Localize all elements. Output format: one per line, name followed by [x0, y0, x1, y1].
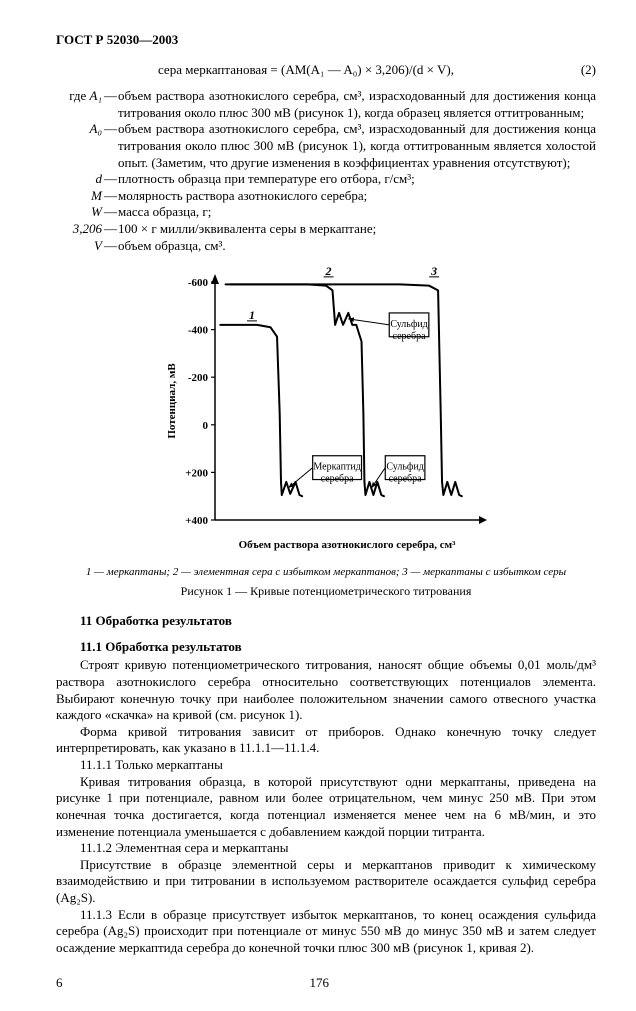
definition-row: W—масса образца, г; [56, 204, 596, 221]
page: ГОСТ Р 52030—2003 сера меркаптановая = (… [0, 0, 636, 1011]
page-number-center: 176 [310, 975, 330, 991]
svg-text:2: 2 [325, 264, 332, 278]
definition-dash: — [104, 221, 118, 238]
page-footer: 6 176 [56, 975, 596, 991]
figure-title: Рисунок 1 — Кривые потенциометрического … [56, 584, 596, 599]
paragraph: 11.1.3 Если в образце присутствует избыт… [56, 907, 596, 957]
page-number-left: 6 [56, 975, 63, 991]
definition-symbol: d [56, 171, 104, 188]
titration-chart: -600 -400 -200 0 +200 +400 Потенциал, мВ Объем … [161, 264, 491, 554]
svg-text:серебра: серебра [389, 474, 423, 485]
definition-text: плотность образца при температуре его от… [118, 171, 596, 188]
definition-row: V—объем образца, см³. [56, 238, 596, 255]
body-text: Строят кривую потенциометрического титро… [56, 657, 596, 956]
svg-text:Объем раствора азотнокислого с: Объем раствора азотнокислого серебра, см… [239, 539, 457, 551]
equation-number: (2) [556, 62, 596, 78]
svg-text:+200: +200 [185, 468, 208, 480]
svg-text:-400: -400 [188, 325, 209, 337]
subsection-heading: 11.1 Обработка результатов [80, 639, 596, 655]
definition-text: объем образца, см³. [118, 238, 596, 255]
svg-text:серебра: серебра [321, 474, 355, 485]
definition-symbol: 3,206 [56, 221, 104, 238]
equation-row: сера меркаптановая = (AM(A₁ — A₀) × 3,20… [56, 62, 596, 78]
section-heading: 11 Обработка результатов [80, 613, 596, 629]
svg-text:0: 0 [203, 420, 209, 432]
definition-text: объем раствора азотнокислого серебра, см… [118, 121, 596, 171]
paragraph: 11.1.2 Элементная сера и меркаптаны [56, 840, 596, 857]
figure-legend: 1 — меркаптаны; 2 — элементная сера с из… [56, 566, 596, 578]
definition-row: 3,206—100 × г милли/эквивалента серы в м… [56, 221, 596, 238]
definition-text: масса образца, г; [118, 204, 596, 221]
definition-text: 100 × г милли/эквивалента серы в меркапт… [118, 221, 596, 238]
svg-text:серебра: серебра [393, 331, 427, 342]
svg-text:3: 3 [430, 264, 437, 278]
paragraph: Кривая титрования образца, в которой при… [56, 774, 596, 841]
definition-row: d—плотность образца при температуре его … [56, 171, 596, 188]
definition-dash: — [104, 121, 118, 171]
definition-row: A₀—объем раствора азотнокислого серебра,… [56, 121, 596, 171]
paragraph: Строят кривую потенциометрического титро… [56, 657, 596, 724]
paragraph: Присутствие в образце элементной серы и … [56, 857, 596, 907]
definition-symbol: V [56, 238, 104, 255]
definition-dash: — [104, 204, 118, 221]
definition-symbol: A₀ [56, 121, 104, 171]
definition-text: объем раствора азотнокислого серебра, см… [118, 88, 596, 121]
definition-dash: — [104, 238, 118, 255]
definition-text: молярность раствора азотнокислого серебр… [118, 188, 596, 205]
svg-text:-200: -200 [188, 372, 209, 384]
definition-symbol: M [56, 188, 104, 205]
svg-text:Потенциал, мВ: Потенциал, мВ [166, 363, 178, 439]
svg-text:-600: -600 [188, 277, 209, 289]
definitions-list: где A₁—объем раствора азотнокислого сере… [56, 88, 596, 254]
doc-header: ГОСТ Р 52030—2003 [56, 32, 596, 48]
definition-symbol: W [56, 204, 104, 221]
svg-text:Сульфид: Сульфид [386, 462, 423, 473]
figure-legend-text: 1 — меркаптаны; 2 — элементная сера с из… [86, 566, 566, 578]
svg-text:1: 1 [249, 308, 255, 322]
paragraph: Форма кривой титрования зависит от прибо… [56, 724, 596, 757]
paragraph: 11.1.1 Только меркаптаны [56, 757, 596, 774]
figure: -600 -400 -200 0 +200 +400 Потенциал, мВ Объем … [56, 264, 596, 558]
definition-dash: — [104, 188, 118, 205]
svg-text:Меркаптид: Меркаптид [313, 462, 360, 473]
svg-text:+400: +400 [185, 515, 208, 527]
equation-text: сера меркаптановая = (AM(A₁ — A₀) × 3,20… [56, 62, 556, 78]
definition-dash: — [104, 171, 118, 188]
svg-text:Сульфид: Сульфид [390, 319, 427, 330]
definition-row: где A₁—объем раствора азотнокислого сере… [56, 88, 596, 121]
definition-row: M—молярность раствора азотнокислого сере… [56, 188, 596, 205]
definition-symbol: где A₁ [56, 88, 104, 121]
definition-dash: — [104, 88, 118, 121]
